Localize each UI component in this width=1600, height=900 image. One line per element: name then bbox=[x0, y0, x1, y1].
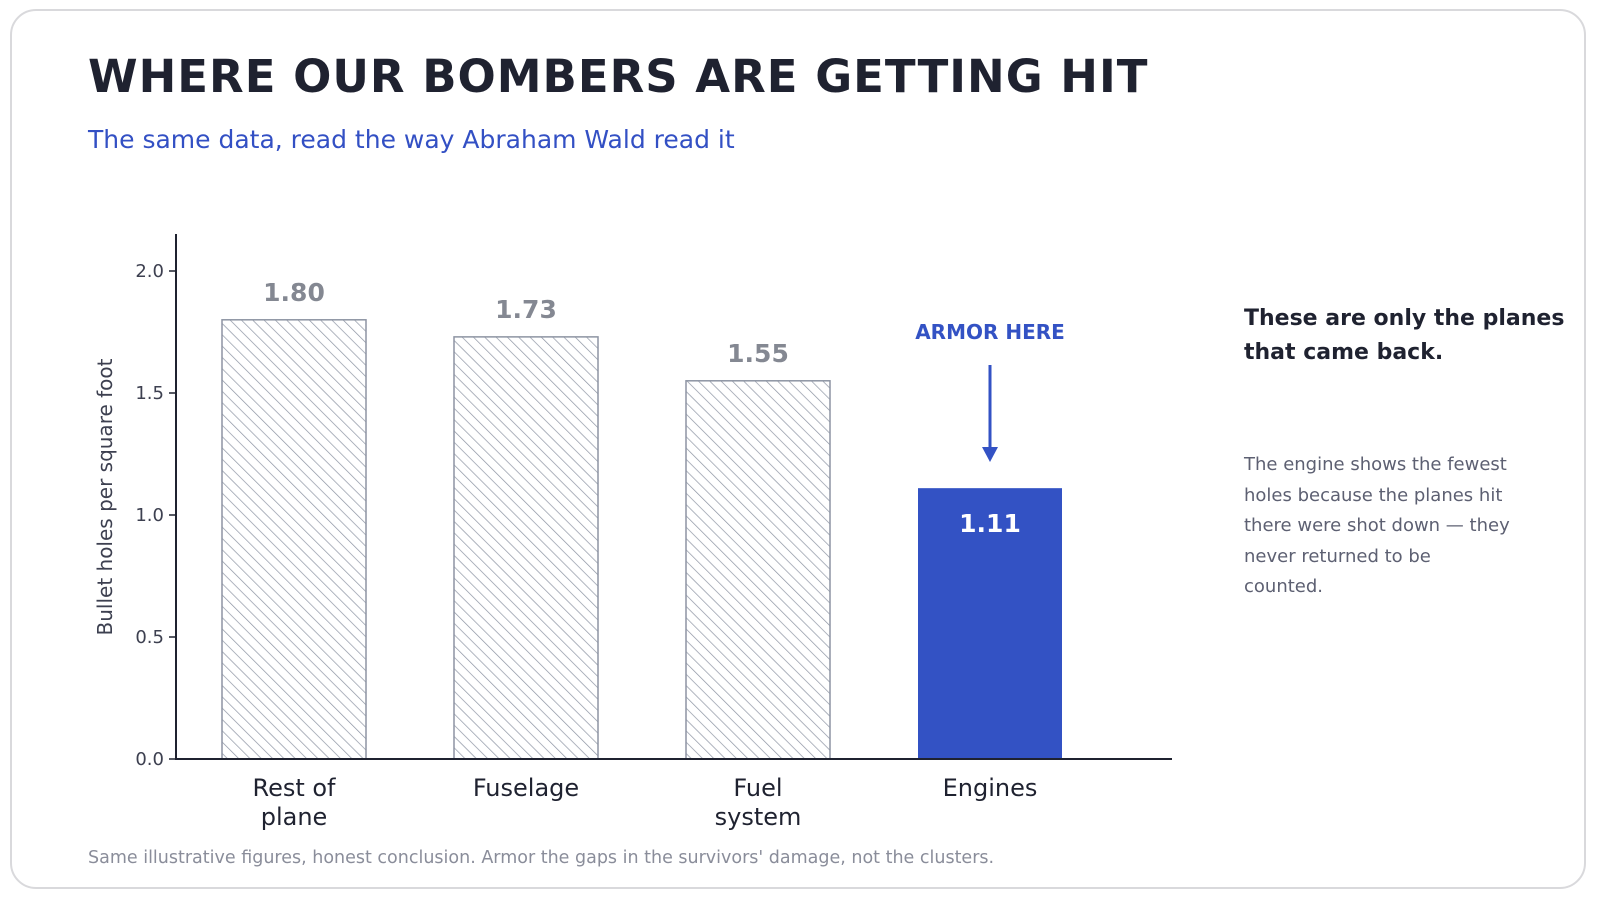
annotation-label: ARMOR HERE bbox=[915, 320, 1065, 344]
y-tick-label: 0.0 bbox=[135, 749, 164, 770]
value-label-fuselage: 1.73 bbox=[495, 295, 557, 324]
x-tick-label-fuel-system: Fuel system bbox=[715, 774, 802, 831]
bars-layer bbox=[221, 319, 1062, 760]
annotation-layer: ARMOR HERE bbox=[915, 320, 1065, 462]
bar-fuselage bbox=[453, 336, 599, 760]
value-label-engines: 1.11 bbox=[959, 509, 1021, 538]
footnote: Same illustrative figures, honest conclu… bbox=[88, 848, 995, 868]
side-note-heading: These are only the planes that came back… bbox=[1244, 306, 1565, 365]
y-tick-label: 1.0 bbox=[135, 505, 164, 526]
y-tick-label: 2.0 bbox=[135, 261, 164, 282]
value-label-fuel-system: 1.55 bbox=[727, 339, 789, 368]
y-tick-label: 1.5 bbox=[135, 383, 164, 404]
chart-subtitle: The same data, read the way Abraham Wald… bbox=[88, 125, 735, 154]
bar-fuel-system bbox=[685, 380, 831, 760]
y-axis-title: Bullet holes per square foot bbox=[93, 358, 117, 635]
y-tick-label: 0.5 bbox=[135, 627, 164, 648]
side-note-body: The engine shows the fewest holes becaus… bbox=[1244, 454, 1510, 597]
x-tick-label-rest-of-plane: Rest of plane bbox=[252, 774, 336, 831]
labels-layer: 1.80 Rest of plane 1.73 Fuselage 1.55 Fuel syst… bbox=[252, 278, 1037, 831]
value-label-rest-of-plane: 1.80 bbox=[263, 278, 325, 307]
axes-layer: 0.0 0.5 1.0 1.5 2.0 Bullet holes per square f… bbox=[93, 234, 1172, 770]
x-tick-label-engines: Engines bbox=[943, 774, 1038, 802]
bar-rest-of-plane bbox=[221, 319, 367, 760]
bar-engines bbox=[918, 488, 1062, 759]
x-tick-label-fuselage: Fuselage bbox=[473, 774, 579, 802]
chart-title: WHERE OUR BOMBERS ARE GETTING HIT bbox=[88, 50, 1149, 103]
annotation-arrowhead bbox=[982, 447, 998, 462]
